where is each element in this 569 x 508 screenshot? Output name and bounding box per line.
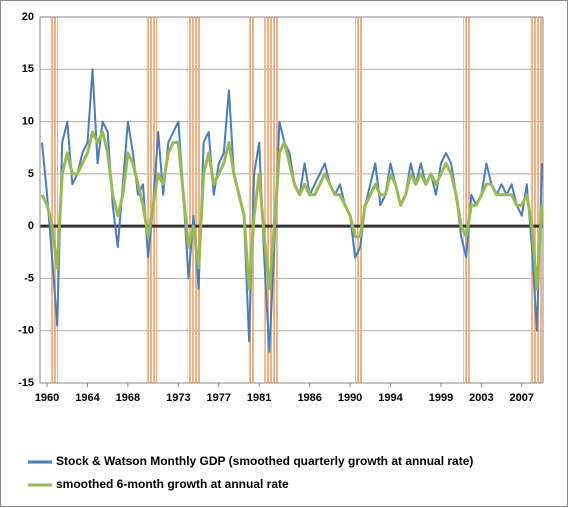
y-tick-label: -5 bbox=[24, 272, 34, 284]
recession-band bbox=[355, 17, 363, 383]
x-tick-label: 1977 bbox=[207, 392, 231, 404]
recession-band bbox=[463, 17, 471, 383]
recession-band bbox=[50, 17, 59, 383]
recession-band bbox=[264, 17, 279, 383]
recession-band bbox=[249, 17, 255, 383]
x-tick-label: 1968 bbox=[116, 392, 140, 404]
x-tick-label: 1960 bbox=[35, 392, 59, 404]
recession-band bbox=[530, 17, 542, 383]
y-tick-label: -15 bbox=[18, 377, 34, 389]
x-tick-label: 1994 bbox=[378, 392, 403, 404]
x-tick-label: 2007 bbox=[510, 392, 534, 404]
y-tick-label: 15 bbox=[22, 63, 34, 75]
recession-band bbox=[147, 17, 158, 383]
x-tick-label: 2003 bbox=[469, 392, 493, 404]
y-tick-label: 20 bbox=[22, 11, 34, 23]
x-tick-label: 1973 bbox=[166, 392, 190, 404]
y-tick-label: -10 bbox=[18, 325, 34, 337]
x-tick-label: 1981 bbox=[247, 392, 271, 404]
series-line bbox=[40, 130, 544, 291]
y-tick-label: 10 bbox=[22, 115, 34, 127]
x-tick-label: 1990 bbox=[338, 392, 362, 404]
plot-border bbox=[39, 16, 544, 384]
x-tick-label: 1999 bbox=[429, 392, 453, 404]
y-tick-label: 5 bbox=[28, 168, 34, 180]
recession-band bbox=[187, 17, 201, 383]
x-tick-label: 1964 bbox=[75, 392, 100, 404]
y-tick-label: 0 bbox=[28, 220, 34, 232]
legend-label: Stock & Watson Monthly GDP (smoothed qua… bbox=[56, 454, 473, 468]
x-tick-label: 1986 bbox=[297, 392, 321, 404]
legend-label: smoothed 6-month growth at annual rate bbox=[56, 477, 289, 491]
